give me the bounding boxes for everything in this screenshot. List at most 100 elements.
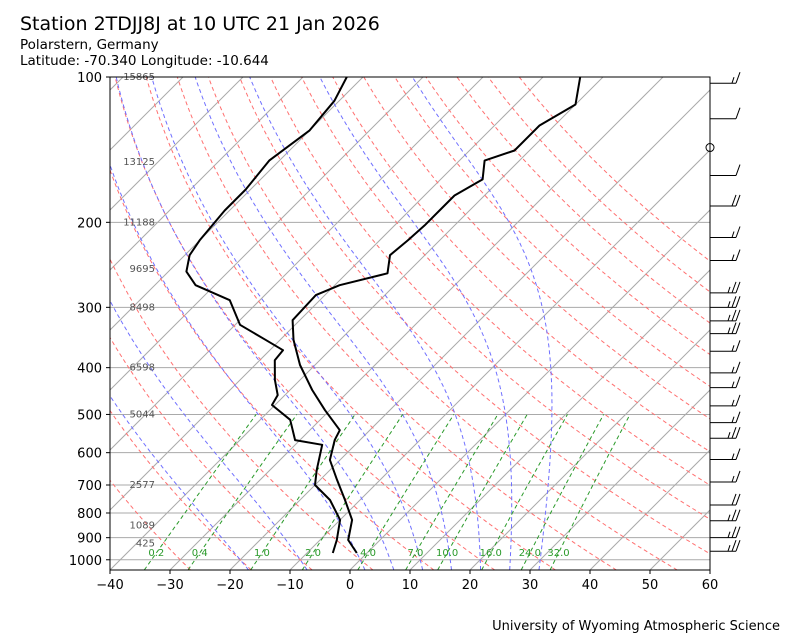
barb-full — [735, 509, 741, 521]
dry-adiabat-line — [363, 77, 710, 420]
y-tick-label: 100 — [77, 71, 102, 86]
barb-full — [731, 309, 737, 322]
height-label: 425 — [136, 538, 155, 549]
isotherm-line — [349, 209, 710, 570]
height-label: 13125 — [123, 157, 155, 168]
y-tick-label: 800 — [77, 507, 102, 522]
barb-half — [731, 453, 735, 460]
mixing-ratio-line — [437, 414, 528, 570]
isotherm-line — [409, 269, 710, 570]
barb-half — [727, 286, 731, 294]
barb-half — [727, 545, 731, 552]
barb-full — [735, 194, 741, 207]
moist-adiabat-line — [151, 77, 424, 570]
wind-barb — [710, 164, 741, 177]
moist-adiabat-line — [194, 77, 452, 570]
barb-full — [731, 194, 737, 207]
height-label: 6598 — [130, 363, 155, 374]
wind-barbs — [705, 72, 741, 552]
station-location: Polarstern, Germany — [20, 37, 159, 53]
wind-barb — [710, 509, 741, 522]
barb-full — [731, 281, 737, 294]
barb-full — [735, 322, 741, 334]
barb-full — [735, 309, 741, 322]
isotherm-line — [709, 569, 710, 570]
y-tick-label: 1000 — [69, 554, 102, 569]
moist-adiabat-line — [110, 163, 366, 570]
dry-adiabat-line — [394, 77, 710, 388]
x-tick-label: 20 — [462, 578, 479, 593]
isotherm-line — [469, 329, 710, 570]
mixing-ratio-label: 24.0 — [519, 548, 541, 559]
moist-adiabat-line — [115, 77, 395, 570]
y-tick-label: 900 — [77, 532, 102, 547]
isotherm-line — [110, 77, 124, 91]
y-tick-label: 400 — [77, 362, 102, 377]
chart-title: Station 2TDJJ8J at 10 UTC 21 Jan 2026 — [20, 13, 380, 35]
mixing-ratio-label: 16.0 — [480, 548, 502, 559]
dry-adiabat-line — [518, 77, 710, 262]
barb-full — [731, 322, 737, 334]
mixing-ratio-label: 0.2 — [148, 548, 164, 559]
wind-barb — [710, 526, 741, 539]
profiles — [185, 77, 582, 554]
mixing-ratio-label: 7.0 — [408, 548, 424, 559]
isotherm-line — [110, 77, 484, 451]
barb-full — [731, 540, 737, 552]
barb-full — [735, 361, 741, 374]
wind-barb — [710, 296, 741, 308]
isotherm-line — [110, 77, 184, 151]
x-tick-label: −30 — [156, 578, 183, 593]
isotherm-line — [110, 77, 424, 391]
barb-full — [731, 296, 737, 308]
barb-full — [735, 470, 741, 483]
isotherm-line — [529, 389, 710, 570]
isotherm-line — [110, 77, 604, 570]
isotherm-line — [589, 449, 710, 570]
dry-adiabat-line — [110, 409, 252, 570]
moist-adiabat-line — [249, 77, 482, 570]
dry-adiabat-line — [332, 77, 710, 453]
wind-barb — [710, 394, 741, 407]
wind-barb — [710, 72, 741, 84]
y-tick-label: 300 — [77, 301, 102, 316]
barb-half — [731, 366, 735, 373]
barb-full — [731, 493, 737, 506]
dry-adiabat-line — [239, 77, 710, 555]
x-tick-label: 0 — [346, 578, 354, 593]
barb-half — [731, 77, 735, 84]
y-tick-label: 700 — [77, 479, 102, 494]
dry-adiabat-line — [301, 77, 710, 486]
x-tick-label: 10 — [402, 578, 419, 593]
dry-adiabat-line — [114, 77, 495, 570]
wind-barb — [710, 493, 741, 506]
mixing-ratio-line — [549, 414, 631, 570]
barb-full — [735, 107, 741, 119]
barb-full — [731, 509, 737, 521]
mixing-ratio-line — [143, 414, 257, 570]
mixing-ratio-line — [301, 414, 404, 570]
wind-barb — [710, 376, 741, 389]
mixing-ratio-line — [250, 414, 356, 570]
barb-full — [735, 249, 741, 261]
barb-half — [731, 381, 735, 388]
x-tick-label: 60 — [702, 578, 719, 593]
dewpoint-profile-line — [185, 77, 348, 554]
mixing-ratio-label: 0.4 — [192, 548, 208, 559]
mixing-ratio-line — [187, 414, 298, 570]
height-label: 8498 — [130, 302, 155, 313]
moist-adiabat-line — [411, 77, 553, 570]
barb-full — [735, 72, 741, 84]
plot-frame — [109, 76, 711, 571]
barb-half — [731, 475, 735, 483]
moist-adiabat-line — [110, 299, 308, 570]
moist-adiabat-line — [319, 77, 513, 570]
dry-adiabat-line — [145, 77, 556, 570]
barb-half — [731, 345, 735, 352]
barb-full — [735, 281, 741, 294]
background-lines — [110, 77, 710, 570]
dry-adiabat-line — [207, 77, 678, 570]
barb-full — [735, 376, 741, 388]
